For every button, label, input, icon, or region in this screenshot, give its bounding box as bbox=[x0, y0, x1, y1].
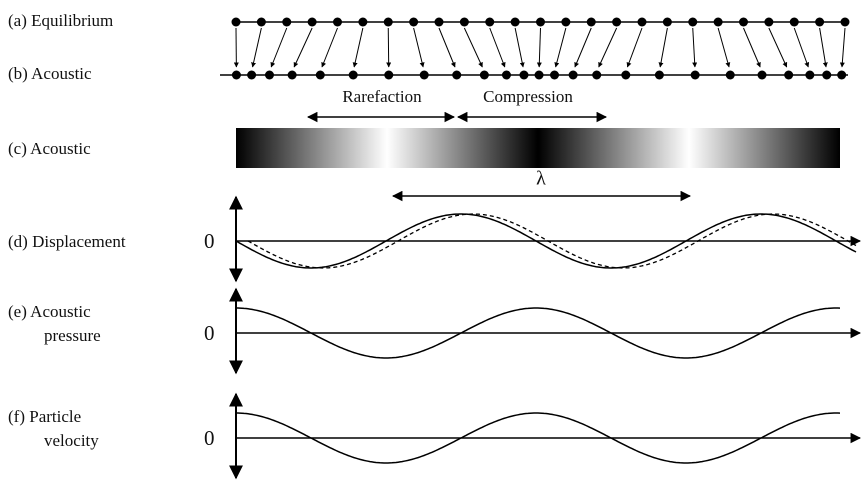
displacement-arrow bbox=[793, 27, 810, 68]
displacement-arrow bbox=[554, 27, 567, 68]
pressure-wave bbox=[236, 307, 841, 359]
panel-label: pressure bbox=[44, 326, 101, 345]
displacement-wave-dashed bbox=[247, 213, 857, 269]
panel-label: (f) Particle bbox=[8, 407, 81, 426]
displacement-arrow bbox=[352, 27, 364, 68]
pressure-bar bbox=[236, 128, 840, 168]
compression-label: Compression bbox=[483, 87, 573, 106]
displacement-arrow bbox=[489, 27, 506, 68]
zero-label: 0 bbox=[204, 321, 215, 345]
displacement-arrow bbox=[536, 27, 542, 68]
displacement-arrow bbox=[293, 27, 313, 68]
displacement-arrow bbox=[819, 27, 828, 68]
displacement-arrow bbox=[598, 27, 618, 68]
displacement-wave bbox=[235, 213, 857, 269]
displacement-arrow bbox=[251, 27, 262, 68]
panel-label: (c) Acoustic bbox=[8, 139, 91, 158]
displacement-arrow bbox=[321, 27, 338, 68]
panel-label: (a) Equilibrium bbox=[8, 11, 113, 30]
displacement-arrow bbox=[839, 27, 846, 68]
panel-label: (e) Acoustic bbox=[8, 302, 91, 321]
displacement-arrow bbox=[270, 27, 288, 68]
zero-label: 0 bbox=[204, 426, 215, 450]
displacement-arrow bbox=[438, 27, 456, 68]
wavelength-label: λ bbox=[536, 168, 546, 190]
panel-label: (d) Displacement bbox=[8, 232, 126, 251]
displacement-arrow bbox=[514, 27, 525, 68]
zero-label: 0 bbox=[204, 229, 215, 253]
panel-label: velocity bbox=[44, 431, 99, 450]
velocity-wave bbox=[236, 412, 841, 464]
displacement-arrow bbox=[626, 27, 643, 68]
displacement-arrow bbox=[658, 27, 668, 68]
panel-label: (b) Acoustic bbox=[8, 64, 92, 83]
displacement-arrow bbox=[463, 27, 483, 68]
displacement-arrow bbox=[717, 27, 731, 68]
displacement-arrow bbox=[768, 27, 788, 68]
displacement-arrow bbox=[743, 27, 761, 68]
displacement-arrow bbox=[574, 27, 592, 68]
displacement-arrow bbox=[692, 27, 698, 68]
rarefaction-label: Rarefaction bbox=[342, 87, 422, 106]
displacement-arrow bbox=[413, 27, 425, 68]
